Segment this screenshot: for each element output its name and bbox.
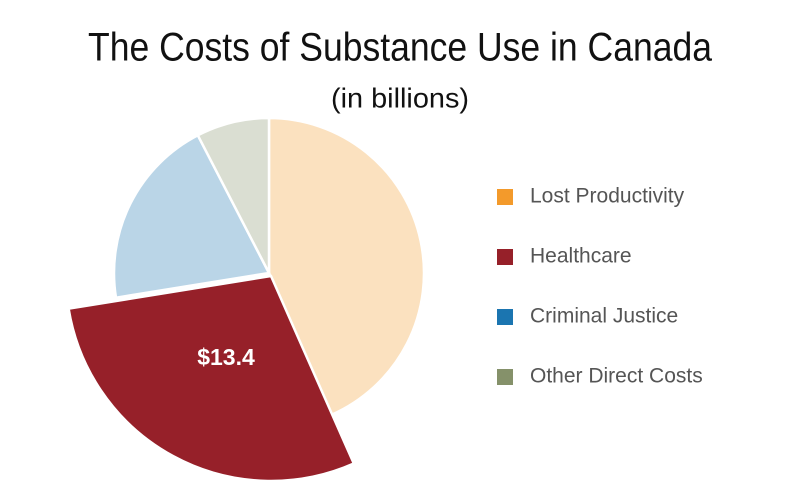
legend: Lost Productivity Healthcare Criminal Just… [497,185,703,388]
chart-title: The Costs of Substance Use in Canada [88,26,713,70]
pie: $13.4 [67,116,426,483]
chart-subtitle: (in billions) [331,82,469,113]
legend-label: Healthcare [530,245,632,268]
legend-label: Other Direct Costs [530,365,703,388]
legend-swatch [497,189,513,205]
pie-slice [196,116,271,274]
legend-label: Lost Productivity [530,185,685,208]
legend-swatch [497,369,513,385]
legend-label: Criminal Justice [530,305,678,328]
pie-slice [112,133,271,300]
pie-slice [267,116,426,417]
legend-swatch [497,309,513,325]
legend-swatch [497,249,513,265]
pie-slice [67,274,356,483]
value-label: $13.4 [197,344,255,370]
